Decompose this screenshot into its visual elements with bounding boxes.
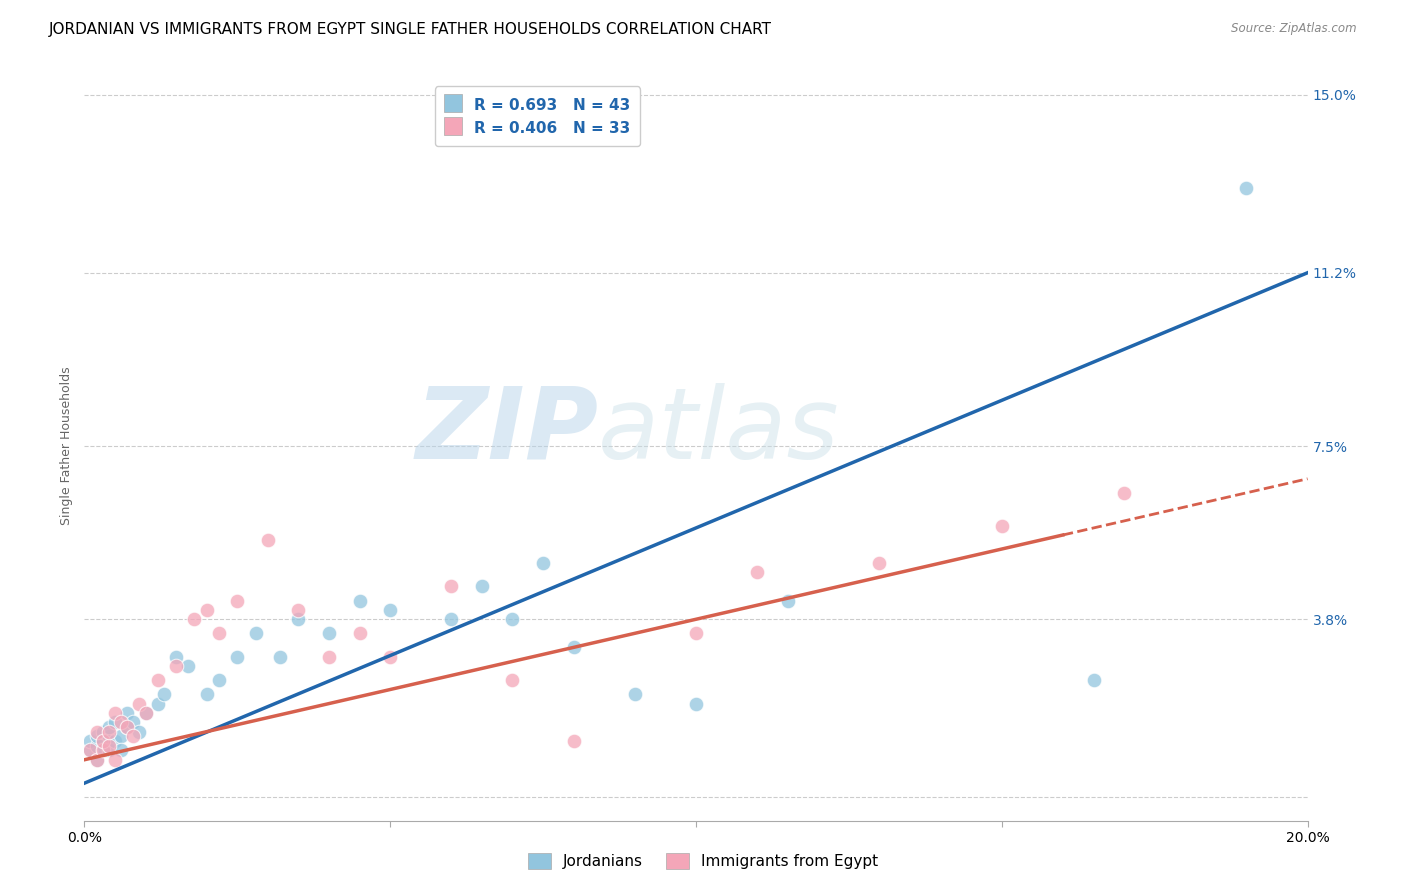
Point xyxy=(135,706,157,720)
Point xyxy=(91,724,114,739)
Point xyxy=(318,649,340,664)
Point xyxy=(685,626,707,640)
Point xyxy=(226,593,249,607)
Legend: R = 0.693   N = 43, R = 0.406   N = 33: R = 0.693 N = 43, R = 0.406 N = 33 xyxy=(434,87,640,146)
Point xyxy=(91,743,114,757)
Point xyxy=(128,724,150,739)
Point xyxy=(380,649,402,664)
Y-axis label: Single Father Households: Single Father Households xyxy=(60,367,73,525)
Point xyxy=(1083,673,1105,688)
Point xyxy=(747,566,769,580)
Point xyxy=(1236,181,1258,195)
Point xyxy=(91,734,114,748)
Point xyxy=(135,706,157,720)
Point xyxy=(562,640,585,655)
Point xyxy=(86,724,108,739)
Point xyxy=(146,697,169,711)
Point xyxy=(104,706,127,720)
Point xyxy=(226,649,249,664)
Point xyxy=(624,687,647,701)
Point xyxy=(869,556,891,570)
Point xyxy=(86,730,108,744)
Point xyxy=(195,603,218,617)
Point xyxy=(115,720,138,734)
Point xyxy=(110,730,132,744)
Point xyxy=(208,626,231,640)
Point xyxy=(991,518,1014,533)
Point xyxy=(153,687,176,701)
Point xyxy=(86,753,108,767)
Point xyxy=(183,612,205,626)
Point xyxy=(97,724,120,739)
Point xyxy=(79,743,101,757)
Point xyxy=(104,734,127,748)
Point xyxy=(502,673,524,688)
Point xyxy=(79,743,101,757)
Point xyxy=(318,626,340,640)
Point xyxy=(208,673,231,688)
Point xyxy=(562,734,585,748)
Point xyxy=(440,612,463,626)
Point xyxy=(97,730,120,744)
Point xyxy=(122,730,145,744)
Point xyxy=(165,649,187,664)
Point xyxy=(79,734,101,748)
Legend: Jordanians, Immigrants from Egypt: Jordanians, Immigrants from Egypt xyxy=(522,847,884,875)
Point xyxy=(531,556,554,570)
Point xyxy=(471,580,494,594)
Point xyxy=(97,720,120,734)
Point xyxy=(165,659,187,673)
Point xyxy=(776,593,799,607)
Point xyxy=(91,734,114,748)
Point xyxy=(177,659,200,673)
Point xyxy=(257,533,280,547)
Text: ZIP: ZIP xyxy=(415,383,598,480)
Point xyxy=(97,739,120,753)
Point xyxy=(104,753,127,767)
Point xyxy=(269,649,291,664)
Point xyxy=(104,715,127,730)
Point xyxy=(91,743,114,757)
Point xyxy=(195,687,218,701)
Point xyxy=(287,612,309,626)
Text: Source: ZipAtlas.com: Source: ZipAtlas.com xyxy=(1232,22,1357,36)
Point xyxy=(128,697,150,711)
Point xyxy=(440,580,463,594)
Point xyxy=(349,626,371,640)
Point xyxy=(287,603,309,617)
Point xyxy=(380,603,402,617)
Point xyxy=(110,743,132,757)
Point xyxy=(245,626,267,640)
Point xyxy=(685,697,707,711)
Point xyxy=(146,673,169,688)
Point xyxy=(86,753,108,767)
Text: JORDANIAN VS IMMIGRANTS FROM EGYPT SINGLE FATHER HOUSEHOLDS CORRELATION CHART: JORDANIAN VS IMMIGRANTS FROM EGYPT SINGL… xyxy=(49,22,772,37)
Point xyxy=(122,715,145,730)
Point xyxy=(1114,485,1136,500)
Text: atlas: atlas xyxy=(598,383,839,480)
Point xyxy=(349,593,371,607)
Point xyxy=(86,739,108,753)
Point xyxy=(502,612,524,626)
Point xyxy=(97,743,120,757)
Point xyxy=(115,706,138,720)
Point xyxy=(110,715,132,730)
Point xyxy=(115,720,138,734)
